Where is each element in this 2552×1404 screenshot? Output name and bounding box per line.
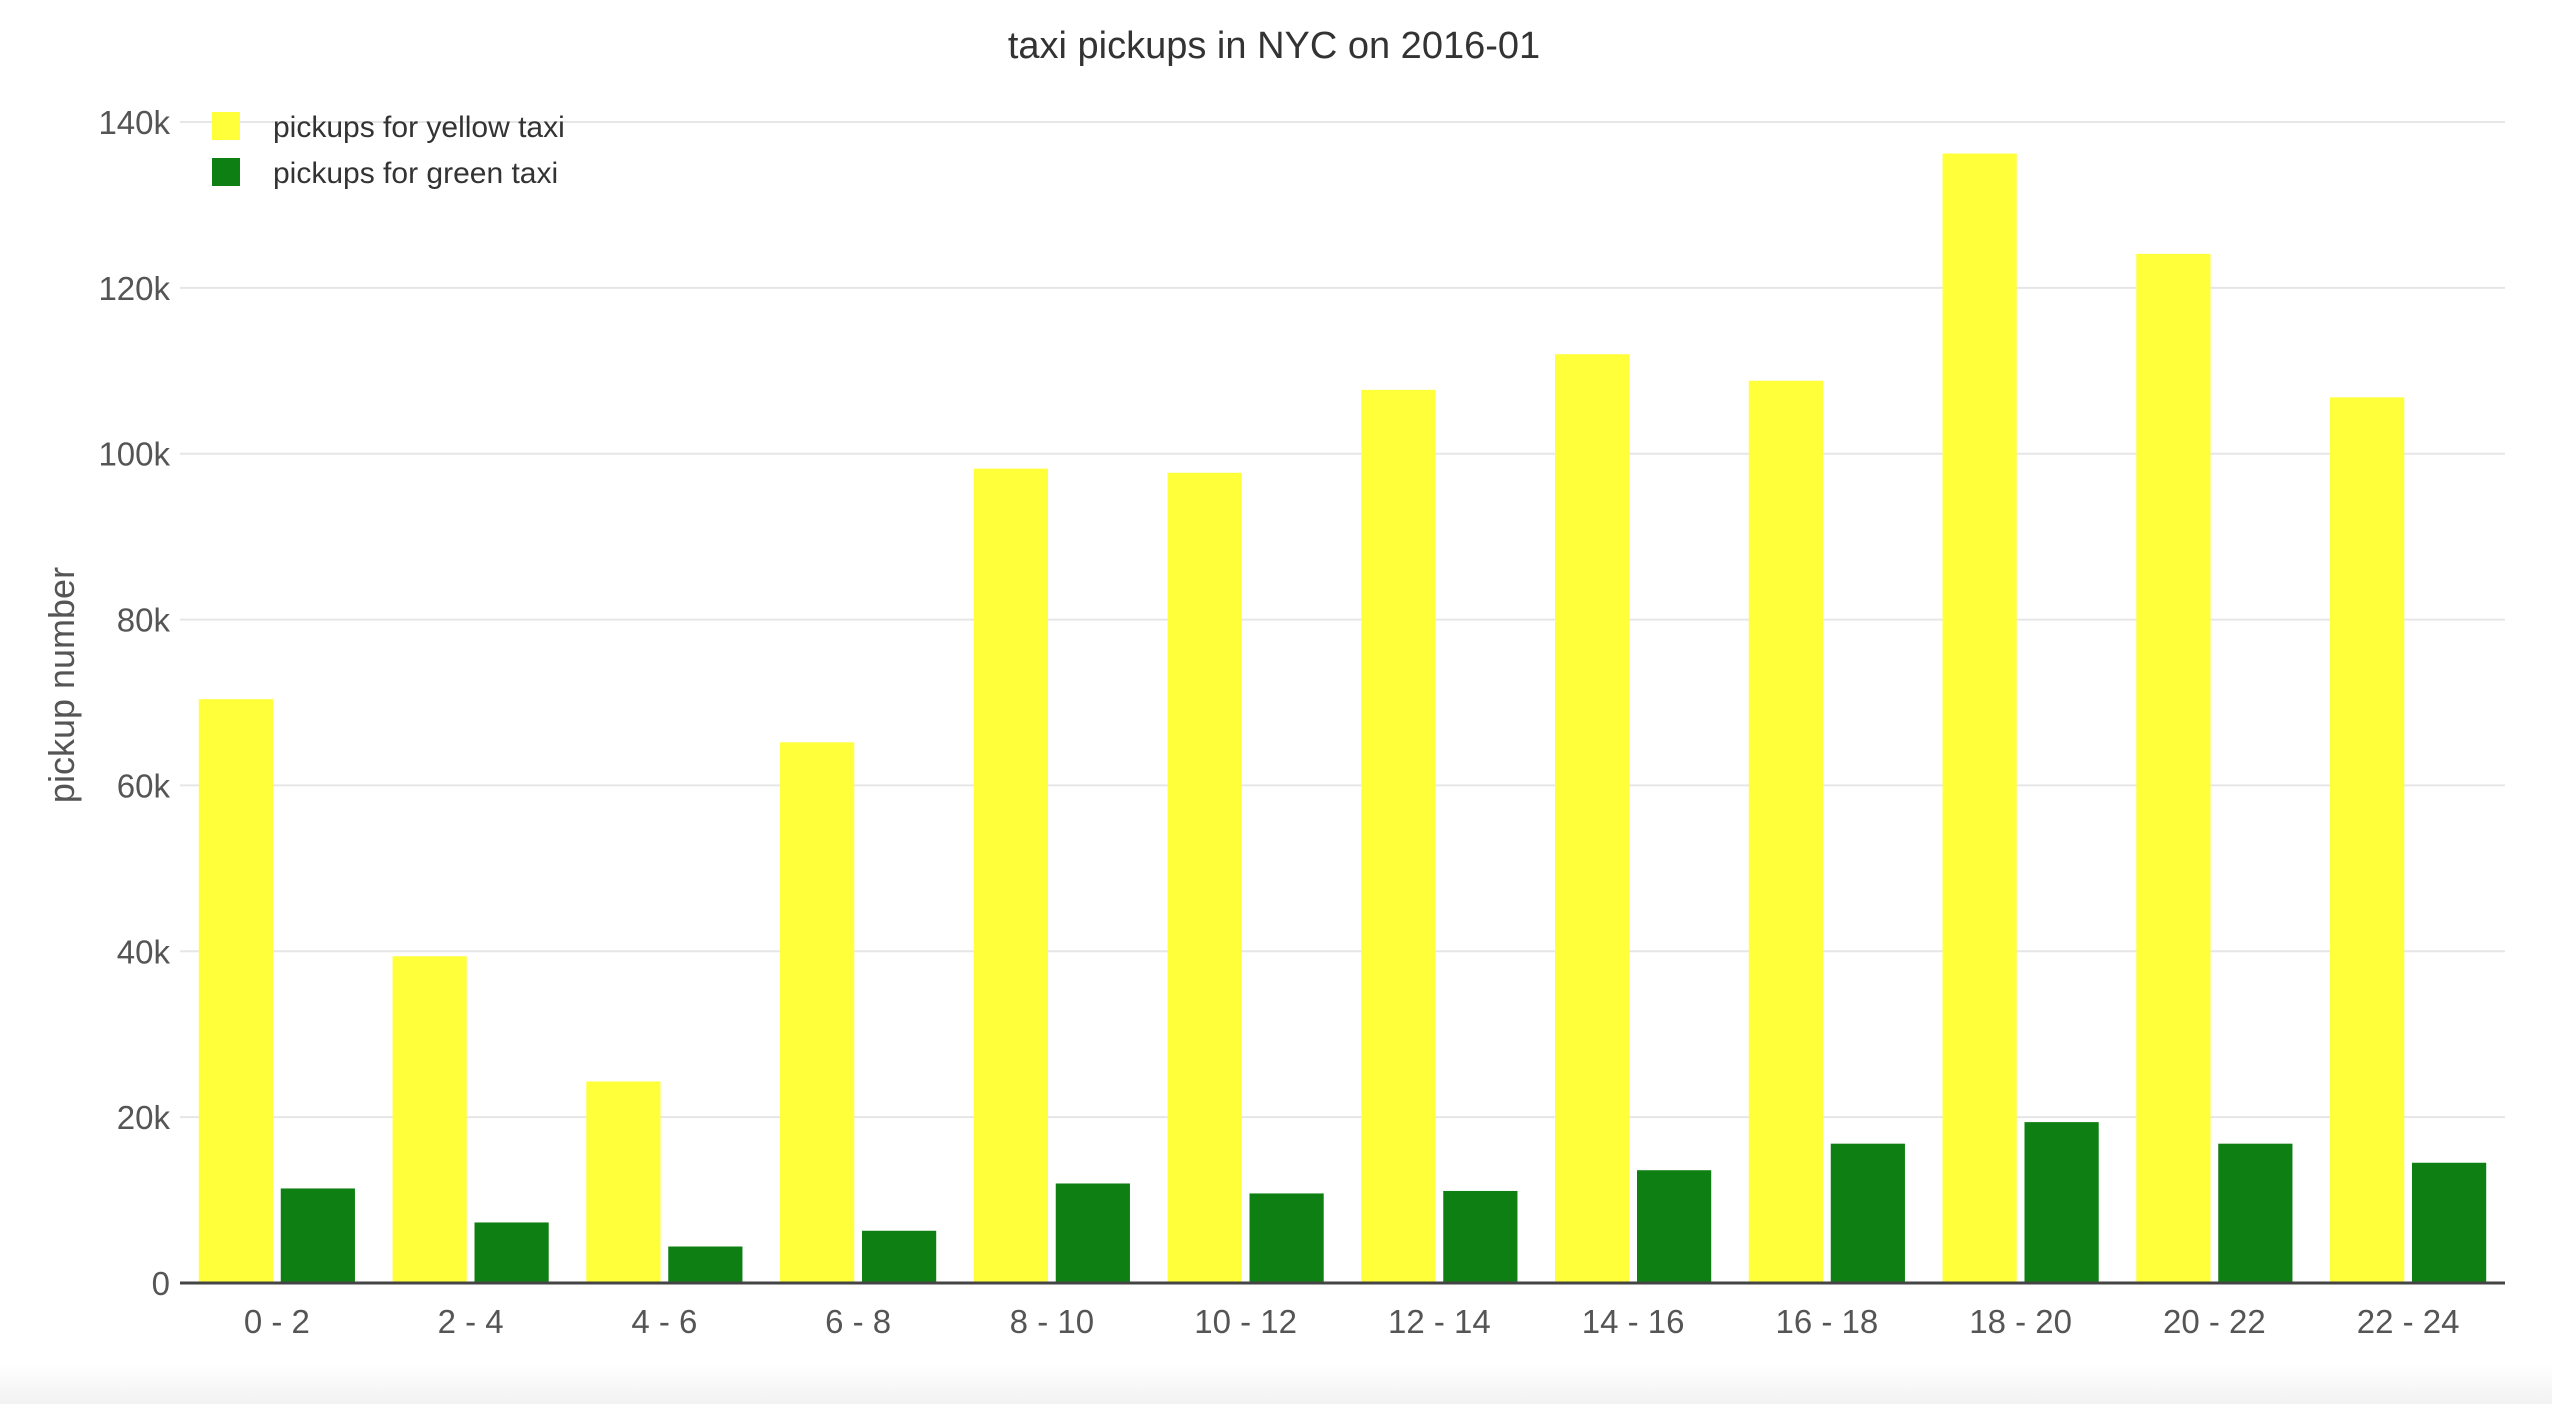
bar-green-taxi bbox=[280, 1188, 355, 1283]
bar-yellow-taxi bbox=[1748, 380, 1823, 1283]
x-tick-label: 0 - 2 bbox=[244, 1303, 310, 1340]
x-tick-label: 2 - 4 bbox=[438, 1303, 504, 1340]
bar-green-taxi bbox=[1443, 1190, 1518, 1283]
y-tick-label: 0 bbox=[152, 1265, 170, 1302]
bar-yellow-taxi bbox=[198, 699, 273, 1283]
legend-label: pickups for yellow taxi bbox=[273, 111, 565, 144]
bar-yellow-taxi bbox=[2136, 253, 2211, 1283]
bar-yellow-taxi bbox=[586, 1081, 661, 1283]
y-tick-label: 120k bbox=[98, 270, 170, 307]
bar-yellow-taxi bbox=[1942, 153, 2017, 1284]
legend-swatch bbox=[212, 158, 240, 186]
bar-yellow-taxi bbox=[1361, 389, 1436, 1284]
bar-green-taxi bbox=[1055, 1183, 1130, 1283]
legend-label: pickups for green taxi bbox=[273, 157, 558, 190]
x-tick-label: 16 - 18 bbox=[1776, 1303, 1879, 1340]
bar-green-taxi bbox=[2218, 1143, 2293, 1283]
bar-yellow-taxi bbox=[973, 468, 1048, 1283]
bar-yellow-taxi bbox=[780, 742, 855, 1283]
x-tick-label: 4 - 6 bbox=[631, 1303, 697, 1340]
bar-yellow-taxi bbox=[392, 956, 467, 1283]
bottom-shade bbox=[0, 1364, 2552, 1404]
y-tick-label: 20k bbox=[117, 1099, 171, 1136]
x-tick-label: 18 - 20 bbox=[1969, 1303, 2072, 1340]
legend: pickups for yellow taxi pickups for green… bbox=[212, 111, 565, 190]
x-tick-label: 8 - 10 bbox=[1010, 1303, 1094, 1340]
chart-title: taxi pickups in NYC on 2016-01 bbox=[1008, 25, 1540, 67]
y-tick-label: 40k bbox=[117, 933, 171, 970]
gridlines bbox=[180, 121, 2505, 1119]
x-tick-label: 10 - 12 bbox=[1194, 1303, 1297, 1340]
bar-green-taxi bbox=[862, 1230, 937, 1283]
y-axis-ticks: 0 20k 40k 60k 80k 100k 120k 140k bbox=[98, 104, 170, 1302]
bar-yellow-taxi bbox=[2330, 397, 2405, 1283]
x-tick-label: 12 - 14 bbox=[1388, 1303, 1491, 1340]
bar-green-taxi bbox=[668, 1246, 743, 1283]
x-tick-label: 20 - 22 bbox=[2163, 1303, 2266, 1340]
bar-green-taxi bbox=[1249, 1193, 1324, 1283]
y-tick-label: 100k bbox=[98, 436, 170, 473]
bar-green-taxi bbox=[2412, 1162, 2487, 1283]
x-tick-label: 22 - 24 bbox=[2357, 1303, 2460, 1340]
bar-yellow-taxi bbox=[1555, 354, 1630, 1283]
y-tick-label: 60k bbox=[117, 767, 171, 804]
bar-green-taxi bbox=[2024, 1122, 2099, 1283]
y-tick-label: 80k bbox=[117, 602, 171, 639]
bar-green-taxi bbox=[1637, 1170, 1712, 1283]
y-axis-title: pickup number bbox=[41, 567, 82, 803]
x-tick-label: 14 - 16 bbox=[1582, 1303, 1685, 1340]
x-axis-ticks: 0 - 2 2 - 4 4 - 6 6 - 8 8 - 10 10 - 12 12 - 14… bbox=[244, 1303, 2460, 1340]
x-tick-label: 6 - 8 bbox=[825, 1303, 891, 1340]
legend-swatch bbox=[212, 112, 240, 140]
bar-green-taxi bbox=[1830, 1143, 1905, 1283]
y-tick-label: 140k bbox=[98, 104, 170, 141]
bars bbox=[198, 153, 2487, 1284]
bar-yellow-taxi bbox=[1167, 472, 1242, 1284]
bar-green-taxi bbox=[474, 1222, 549, 1283]
